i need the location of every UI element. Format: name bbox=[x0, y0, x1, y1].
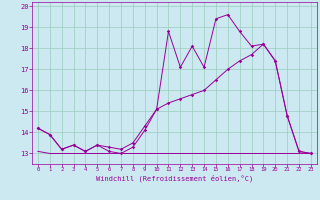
X-axis label: Windchill (Refroidissement éolien,°C): Windchill (Refroidissement éolien,°C) bbox=[96, 175, 253, 182]
